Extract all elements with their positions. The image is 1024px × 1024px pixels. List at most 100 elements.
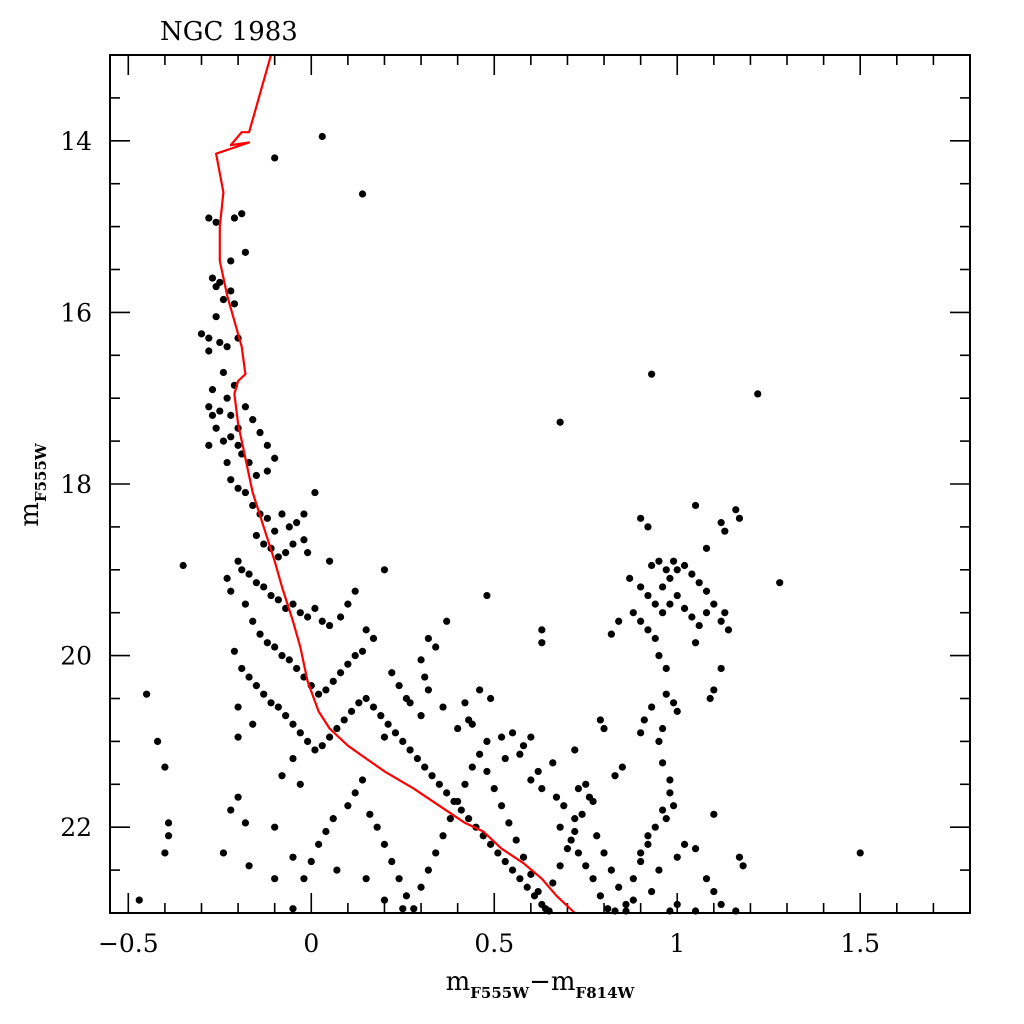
star-point <box>344 660 352 668</box>
star-point <box>666 574 674 582</box>
star-point <box>263 441 271 449</box>
star-point <box>710 810 718 818</box>
star-point <box>673 900 681 909</box>
star-point <box>256 630 264 638</box>
star-point <box>285 656 293 664</box>
y-axis-label: mF555W <box>15 442 50 527</box>
star-point <box>256 428 264 437</box>
star-point <box>644 523 652 531</box>
star-point <box>508 729 517 737</box>
star-point <box>227 476 235 484</box>
star-point <box>658 806 667 814</box>
star-point <box>234 441 242 449</box>
star-point <box>252 579 260 587</box>
star-point <box>358 190 367 198</box>
star-point <box>655 557 663 565</box>
star-point <box>208 386 217 394</box>
star-point <box>589 797 597 806</box>
star-point <box>300 510 308 518</box>
star-point <box>362 875 370 883</box>
star-point <box>252 531 260 540</box>
star-point <box>695 621 703 630</box>
star-point <box>369 703 378 711</box>
star-point <box>710 686 718 694</box>
star-point <box>241 600 250 608</box>
star-point <box>282 712 290 720</box>
star-point <box>205 441 213 449</box>
star-point <box>351 652 359 660</box>
star-point <box>574 849 583 857</box>
star-point <box>358 647 367 655</box>
star-point <box>395 875 403 883</box>
star-point <box>549 759 557 767</box>
star-point <box>388 857 396 866</box>
star-point <box>706 694 714 703</box>
star-point <box>424 866 432 874</box>
star-point <box>421 673 429 681</box>
star-point <box>293 664 301 673</box>
star-point <box>241 488 250 497</box>
star-point <box>300 536 308 544</box>
star-point <box>662 690 670 698</box>
star-point <box>219 368 228 377</box>
star-point <box>669 802 678 810</box>
star-point <box>164 819 173 827</box>
isochrone-line <box>215 54 576 914</box>
star-point <box>362 626 370 634</box>
star-point <box>563 845 572 853</box>
star-point <box>600 849 608 857</box>
star-point <box>271 643 279 651</box>
star-point <box>651 823 659 831</box>
star-point <box>629 896 637 904</box>
star-point <box>443 789 451 797</box>
star-point <box>519 742 528 750</box>
y-tick-label: 20 <box>60 642 92 671</box>
star-point <box>289 853 297 861</box>
star-point <box>252 471 260 480</box>
star-point <box>227 587 235 595</box>
star-point <box>197 330 206 338</box>
star-point <box>238 566 246 574</box>
star-point <box>205 403 213 411</box>
star-point <box>399 737 407 746</box>
star-point <box>454 724 462 733</box>
star-point <box>271 454 279 462</box>
star-point <box>234 557 242 565</box>
star-point <box>644 591 652 600</box>
star-point <box>673 707 681 715</box>
star-point <box>205 334 213 342</box>
star-point <box>227 411 235 419</box>
star-point <box>457 806 465 814</box>
star-point <box>662 566 670 574</box>
star-point <box>702 609 711 617</box>
star-point <box>567 836 575 844</box>
star-point <box>366 810 374 818</box>
plot-frame <box>109 54 971 914</box>
x-tick-label: 1.5 <box>840 929 880 958</box>
star-point <box>523 883 531 891</box>
star-point <box>615 883 623 891</box>
star-point <box>351 587 359 595</box>
star-point <box>432 643 440 651</box>
star-point <box>648 703 656 711</box>
star-point <box>234 793 242 801</box>
star-point <box>271 823 279 831</box>
star-point <box>333 724 341 733</box>
star-point <box>673 566 681 574</box>
star-point <box>596 892 604 900</box>
star-point <box>691 845 700 853</box>
star-point <box>260 583 268 591</box>
star-point <box>432 849 440 857</box>
y-tick-label: 18 <box>60 470 92 499</box>
star-point <box>358 776 367 784</box>
star-point <box>347 707 356 715</box>
star-point <box>304 549 312 557</box>
star-point <box>702 544 711 552</box>
star-point <box>223 458 231 467</box>
star-point <box>369 634 378 643</box>
x-axis-label: mF555W−mF814W <box>446 967 636 1002</box>
star-point <box>607 630 615 638</box>
star-point <box>666 600 674 608</box>
star-point <box>702 875 711 883</box>
star-point <box>611 772 619 780</box>
